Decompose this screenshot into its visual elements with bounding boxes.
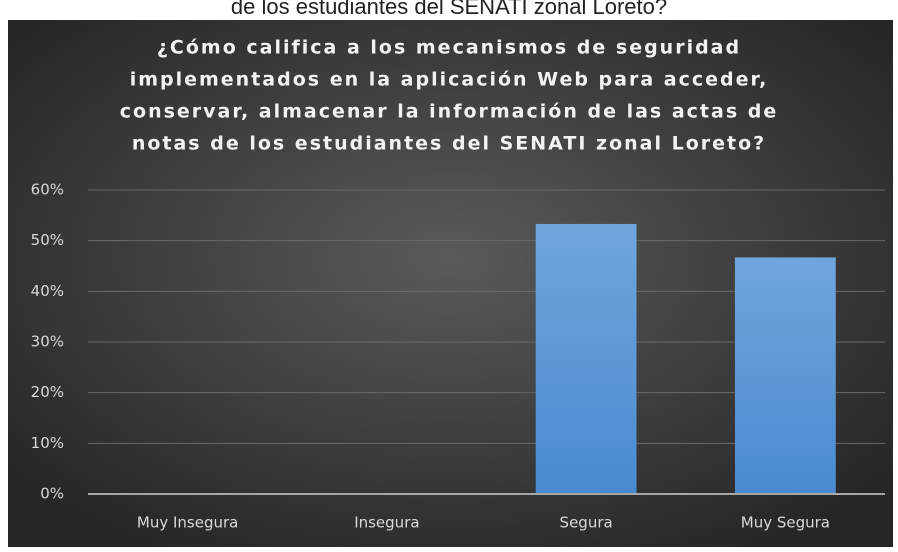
y-tick-label: 30% (31, 333, 64, 351)
chart-title: implementados en la aplicación Web para … (130, 69, 769, 91)
caption: de los estudiantes del SENATI zonal Lore… (231, 0, 667, 19)
x-tick-label: Muy Insegura (137, 514, 238, 532)
chart-title: notas de los estudiantes del SENATI zona… (132, 133, 766, 155)
y-tick-label: 60% (31, 181, 64, 199)
bar (734, 257, 836, 494)
y-tick-label: 10% (31, 434, 64, 452)
bar (535, 223, 637, 495)
chart-title: ¿Cómo califica a los mecanismos de segur… (157, 37, 741, 59)
x-tick-label: Insegura (354, 514, 419, 532)
y-tick-label: 20% (31, 383, 64, 401)
chart-title: conservar, almacenar la información de l… (120, 101, 778, 123)
y-tick-label: 40% (31, 282, 64, 300)
x-tick-label: Muy Segura (741, 514, 830, 532)
y-tick-label: 50% (31, 231, 64, 249)
y-tick-label: 0% (40, 485, 64, 503)
x-tick-label: Segura (560, 514, 613, 532)
